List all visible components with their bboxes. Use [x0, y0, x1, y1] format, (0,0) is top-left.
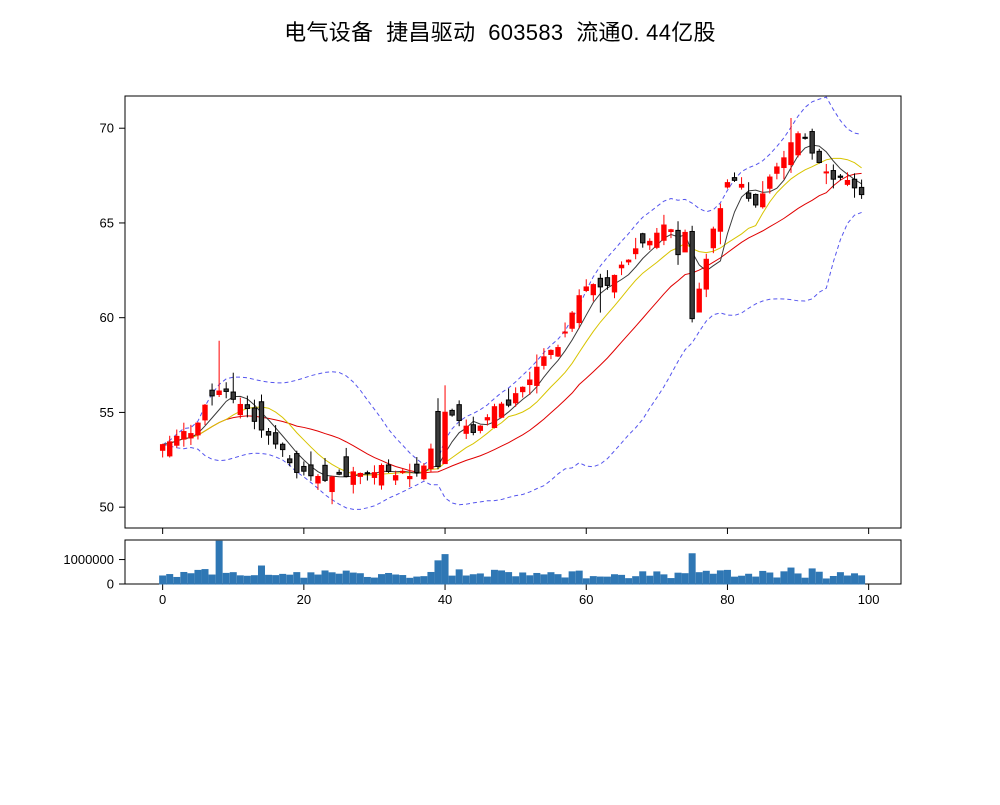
svg-text:50: 50: [100, 500, 114, 515]
svg-text:55: 55: [100, 405, 114, 420]
svg-text:40: 40: [438, 592, 452, 607]
svg-text:60: 60: [100, 310, 114, 325]
svg-text:1000000: 1000000: [63, 552, 114, 567]
svg-text:65: 65: [100, 215, 114, 230]
svg-text:60: 60: [579, 592, 593, 607]
svg-text:80: 80: [720, 592, 734, 607]
svg-text:0: 0: [107, 577, 114, 592]
svg-text:0: 0: [159, 592, 166, 607]
svg-text:100: 100: [858, 592, 880, 607]
svg-text:20: 20: [297, 592, 311, 607]
svg-text:70: 70: [100, 121, 114, 136]
